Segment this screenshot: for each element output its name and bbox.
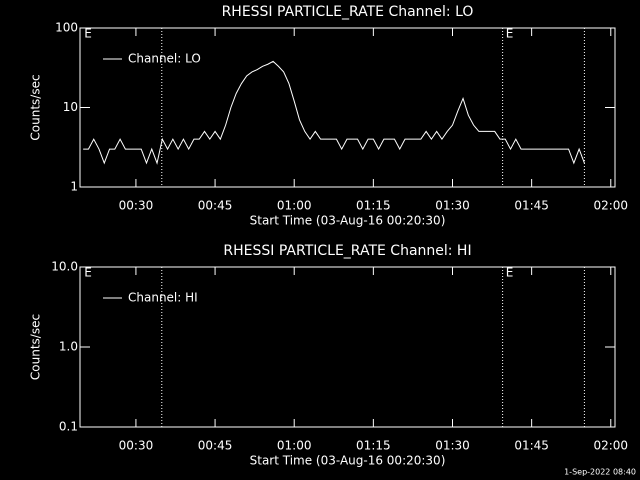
y-tick-label: 10 xyxy=(63,100,78,114)
x-tick-label: 01:30 xyxy=(435,199,470,213)
y-tick-label: 100 xyxy=(55,21,78,35)
data-line xyxy=(83,60,585,165)
x-tick-label: 01:00 xyxy=(277,199,312,213)
y-axis-label: Counts/sec xyxy=(29,314,43,380)
annotation: E xyxy=(506,266,514,280)
y-axis-label: Counts/sec xyxy=(29,74,43,140)
y-tick-label: 1.0 xyxy=(59,340,78,354)
x-tick-label: 01:15 xyxy=(356,439,391,453)
x-tick-label: 01:45 xyxy=(514,199,549,213)
x-tick-label: 01:00 xyxy=(277,439,312,453)
x-tick-label: 01:45 xyxy=(514,439,549,453)
x-axis-label: Start Time (03-Aug-16 00:20:30) xyxy=(250,454,446,468)
chart-title: RHESSI PARTICLE_RATE Channel: LO xyxy=(222,4,474,20)
y-tick-label: 1 xyxy=(70,180,78,194)
x-tick-label: 00:45 xyxy=(198,439,233,453)
x-axis-label: Start Time (03-Aug-16 00:20:30) xyxy=(250,214,446,228)
x-tick-label: 02:00 xyxy=(593,199,628,213)
x-tick-label: 00:30 xyxy=(119,199,154,213)
y-tick-label: 0.1 xyxy=(59,420,78,434)
y-tick-label: 10.0 xyxy=(51,260,78,274)
chart-title: RHESSI PARTICLE_RATE Channel: HI xyxy=(223,243,471,259)
x-tick-label: 00:45 xyxy=(198,199,233,213)
legend-label: Channel: HI xyxy=(128,291,198,305)
annotation: E xyxy=(506,27,514,41)
x-tick-label: 02:00 xyxy=(593,439,628,453)
legend-label: Channel: LO xyxy=(128,52,201,66)
footer: 1-Sep-2022 08:40 xyxy=(564,468,636,477)
annotation: E xyxy=(84,266,92,280)
x-tick-label: 00:30 xyxy=(119,439,154,453)
x-tick-label: 01:30 xyxy=(435,439,470,453)
x-tick-label: 01:15 xyxy=(356,199,391,213)
annotation: E xyxy=(84,27,92,41)
